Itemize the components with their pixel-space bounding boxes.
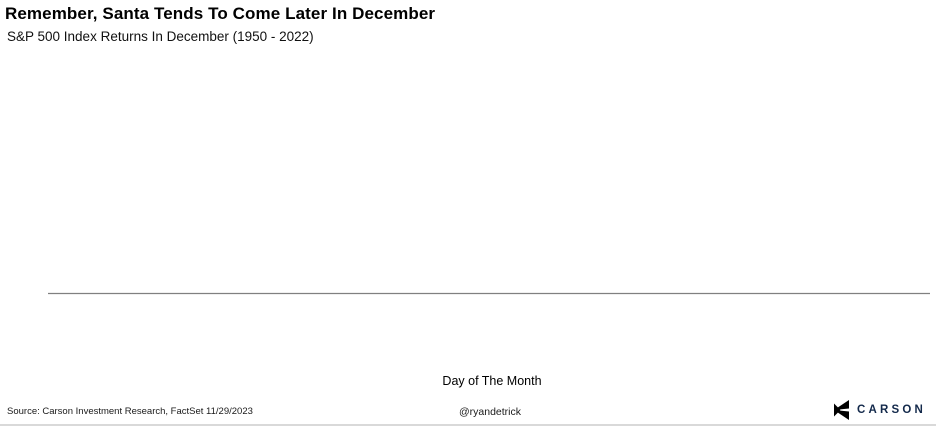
bottom-divider bbox=[0, 424, 936, 426]
chart-subtitle: S&P 500 Index Returns In December (1950 … bbox=[7, 29, 314, 44]
twitter-handle: @ryandetrick bbox=[459, 406, 522, 418]
carson-logo: CARSON bbox=[833, 400, 926, 420]
chart-title: Remember, Santa Tends To Come Later In D… bbox=[5, 4, 436, 23]
source-note: Source: Carson Investment Research, Fact… bbox=[7, 406, 253, 417]
x-axis-title: Day of The Month bbox=[442, 374, 542, 388]
carson-arrow-icon bbox=[833, 400, 849, 420]
carson-logo-text: CARSON bbox=[856, 404, 926, 416]
